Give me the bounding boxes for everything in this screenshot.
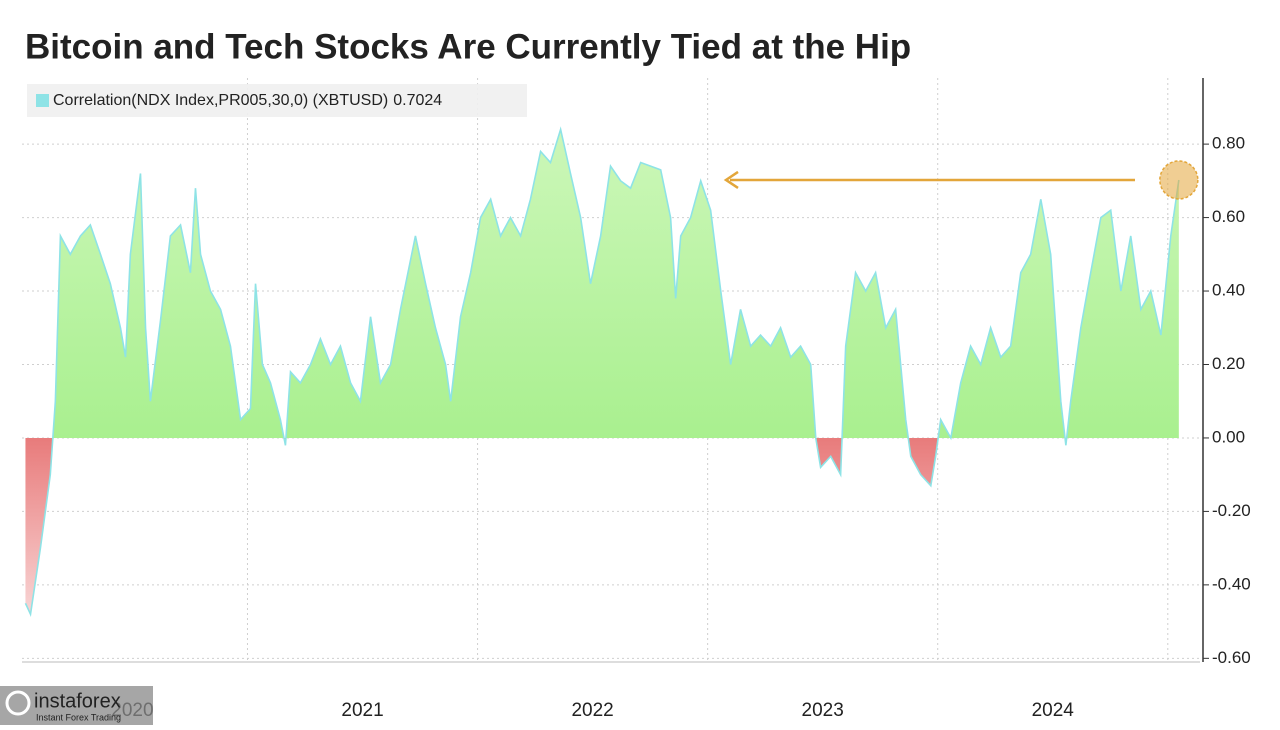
x-tick-label: 2022	[571, 700, 613, 721]
x-tick-label: 2021	[341, 700, 383, 721]
watermark-name: instaforex	[34, 690, 121, 712]
y-tick-label: 0.20	[1212, 354, 1245, 373]
y-tick-label: -0.20	[1212, 501, 1251, 520]
y-tick-label: 0.60	[1212, 207, 1245, 226]
x-tick-label: 2023	[802, 700, 844, 721]
y-tick-label: 0.00	[1212, 427, 1245, 446]
legend-box	[27, 84, 527, 117]
area-fill	[25, 129, 1179, 615]
legend-value: 0.7024	[393, 92, 442, 109]
legend: Correlation(NDX Index,PR005,30,0) (XBTUS…	[27, 84, 527, 117]
legend-text: Correlation(NDX Index,PR005,30,0) (XBTUS…	[53, 92, 442, 109]
watermark-logo	[5, 690, 31, 716]
watermark-box	[0, 686, 153, 725]
legend-swatch	[36, 94, 49, 107]
legend-name: Correlation(NDX Index,PR005,30,0) (XBTUS…	[53, 92, 388, 109]
y-tick-label: -0.40	[1212, 574, 1251, 593]
highlight-marker	[1159, 160, 1199, 200]
y-tick-label: -0.60	[1212, 648, 1251, 667]
y-tick-label: 0.40	[1212, 281, 1245, 300]
chart-title: Bitcoin and Tech Stocks Are Currently Ti…	[25, 27, 911, 66]
watermark-tagline: Instant Forex Trading	[36, 712, 121, 722]
arrow-head	[723, 170, 739, 190]
series-line	[24, 126, 1180, 618]
x-tick-label: 2024	[1032, 700, 1075, 721]
y-tick-label: 0.80	[1212, 134, 1245, 153]
